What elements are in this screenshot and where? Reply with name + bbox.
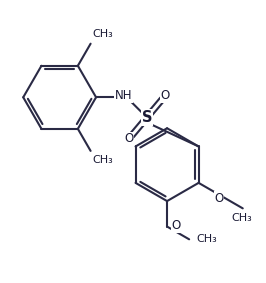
Text: CH₃: CH₃ (93, 29, 114, 39)
Text: O: O (214, 192, 223, 205)
Text: NH: NH (115, 89, 132, 102)
Text: CH₃: CH₃ (196, 234, 217, 244)
Text: O: O (161, 89, 170, 102)
Text: O: O (124, 132, 134, 145)
Text: S: S (142, 110, 152, 125)
Text: O: O (172, 219, 181, 232)
Text: CH₃: CH₃ (231, 213, 252, 224)
Text: CH₃: CH₃ (93, 155, 114, 165)
